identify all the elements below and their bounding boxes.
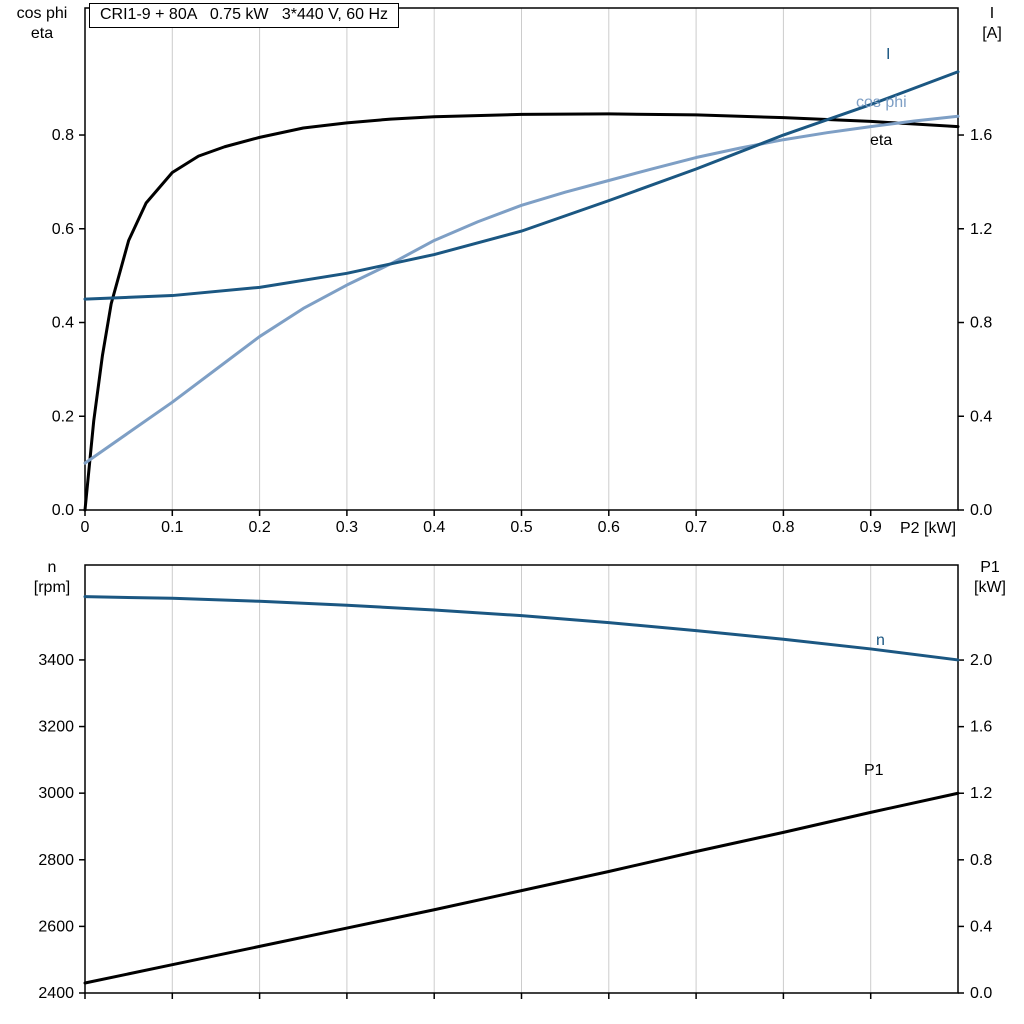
x-tick-label: 0.7 — [685, 519, 707, 536]
series-eta — [83, 112, 960, 512]
chart-area-1: 2400 2600 2800 3000 3200 3400 0.0 0.4 0.8 1.2 1.6 2… — [38, 564, 992, 1002]
chart-area-0: 0.0 0.2 0.4 0.6 0.8 0.0 0.4 0.8 1.2 1.6 0 0.1 0.2 0.3… — [52, 7, 992, 536]
x-tick-label: 0.5 — [510, 519, 532, 536]
left-axis-title-bottom: n [rpm] — [16, 558, 88, 598]
left-axis-title-bottom-line2: [rpm] — [33, 579, 71, 596]
curve-label-eta: eta — [870, 132, 893, 149]
right-axis-title-line1: I — [989, 5, 995, 22]
x-tick-label: 0.9 — [860, 519, 882, 536]
left-tick-label: 0.2 — [52, 408, 74, 425]
x-tick-label: 0.8 — [772, 519, 794, 536]
right-tick-label: 0.8 — [970, 315, 992, 332]
series-I — [83, 70, 960, 301]
right-tick-label: 1.6 — [970, 127, 992, 144]
left-axis-title-line1: cos phi — [16, 5, 68, 22]
x-tick-label: 0.4 — [423, 519, 445, 536]
right-tick-label: 0.4 — [970, 408, 992, 425]
x-tick-label: 0.3 — [336, 519, 358, 536]
left-tick-label: 0.6 — [52, 221, 74, 238]
right-axis-title-top: I [A] — [964, 4, 1020, 44]
series-cos_phi — [83, 114, 960, 465]
left-axis-title-bottom-line1: n — [47, 559, 57, 576]
left-tick-label: 0.0 — [52, 502, 74, 519]
x-tick-label: 0 — [81, 519, 90, 536]
series-P1 — [83, 791, 960, 985]
left-tick-label: 3000 — [38, 785, 74, 802]
left-tick-label: 0.4 — [52, 315, 74, 332]
right-tick-label: 1.2 — [970, 221, 992, 238]
curve-label-P1: P1 — [864, 762, 884, 779]
right-tick-label: 2.0 — [970, 652, 992, 669]
left-tick-label: 2400 — [38, 985, 74, 1002]
right-tick-label: 0.4 — [970, 918, 992, 935]
right-axis-title-bottom-line1: P1 — [980, 559, 1000, 576]
x-tick-label: 0.2 — [248, 519, 270, 536]
curve-label-cos-phi: cos phi — [856, 94, 907, 111]
left-axis-title-top: cos phi eta — [4, 4, 80, 44]
right-tick-label: 0.8 — [970, 852, 992, 869]
left-tick-label: 0.8 — [52, 127, 74, 144]
left-tick-label: 3200 — [38, 719, 74, 736]
left-axis-title-line2: eta — [30, 25, 54, 42]
right-tick-label: 0.0 — [970, 985, 992, 1002]
curve-label-n: n — [876, 632, 885, 649]
x-tick-label: 0.6 — [598, 519, 620, 536]
right-tick-label: 1.2 — [970, 785, 992, 802]
left-tick-label: 3400 — [38, 652, 74, 669]
left-tick-label: 2800 — [38, 852, 74, 869]
right-axis-title-bottom: P1 [kW] — [962, 558, 1018, 598]
right-axis-title-line2: [A] — [982, 25, 1002, 42]
left-tick-label: 2600 — [38, 918, 74, 935]
chart-title: CRI1-9 + 80A 0.75 kW 3*440 V, 60 Hz — [89, 3, 400, 28]
right-tick-label: 1.6 — [970, 719, 992, 736]
curve-label-I: I — [886, 46, 891, 63]
right-tick-label: 0.0 — [970, 502, 992, 519]
x-axis-title: P2 [kW] — [900, 520, 957, 537]
right-axis-title-bottom-line2: [kW] — [974, 579, 1006, 596]
series-n — [83, 595, 960, 662]
x-tick-label: 0.1 — [161, 519, 183, 536]
